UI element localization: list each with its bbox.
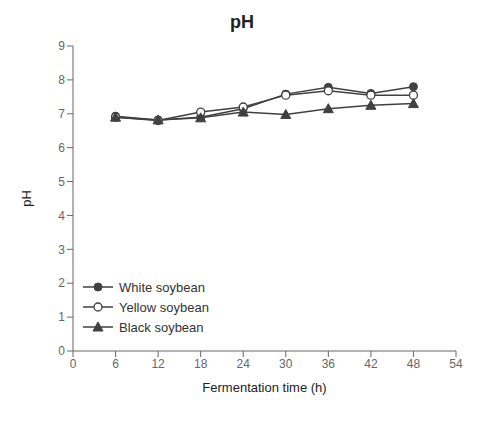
- html-text:Black soybean: Black soybean: [119, 319, 204, 335]
- svg-text:0: 0: [70, 357, 77, 371]
- svg-text:4: 4: [58, 209, 65, 223]
- svg-text:0: 0: [58, 344, 65, 358]
- svg-text:54: 54: [449, 357, 463, 371]
- svg-text:8: 8: [58, 73, 65, 87]
- svg-text:6: 6: [112, 357, 119, 371]
- svg-text:pH: pH: [19, 190, 34, 207]
- svg-text:6: 6: [58, 141, 65, 155]
- svg-text:3: 3: [58, 243, 65, 257]
- html-text:pH: pH: [230, 12, 254, 32]
- svg-text:36: 36: [322, 357, 336, 371]
- svg-text:24: 24: [237, 357, 251, 371]
- html-text:White soybean: White soybean: [119, 279, 205, 295]
- svg-text:48: 48: [407, 357, 421, 371]
- svg-text:18: 18: [194, 357, 208, 371]
- svg-text:1: 1: [58, 310, 65, 324]
- html-text:Yellow soybean: Yellow soybean: [119, 299, 209, 315]
- svg-text:2: 2: [58, 276, 65, 290]
- svg-text:12: 12: [151, 357, 165, 371]
- svg-text:30: 30: [279, 357, 293, 371]
- svg-text:42: 42: [364, 357, 378, 371]
- svg-text:7: 7: [58, 107, 65, 121]
- svg-text:Fermentation time (h): Fermentation time (h): [202, 380, 326, 395]
- svg-text:9: 9: [58, 39, 65, 53]
- svg-text:5: 5: [58, 175, 65, 189]
